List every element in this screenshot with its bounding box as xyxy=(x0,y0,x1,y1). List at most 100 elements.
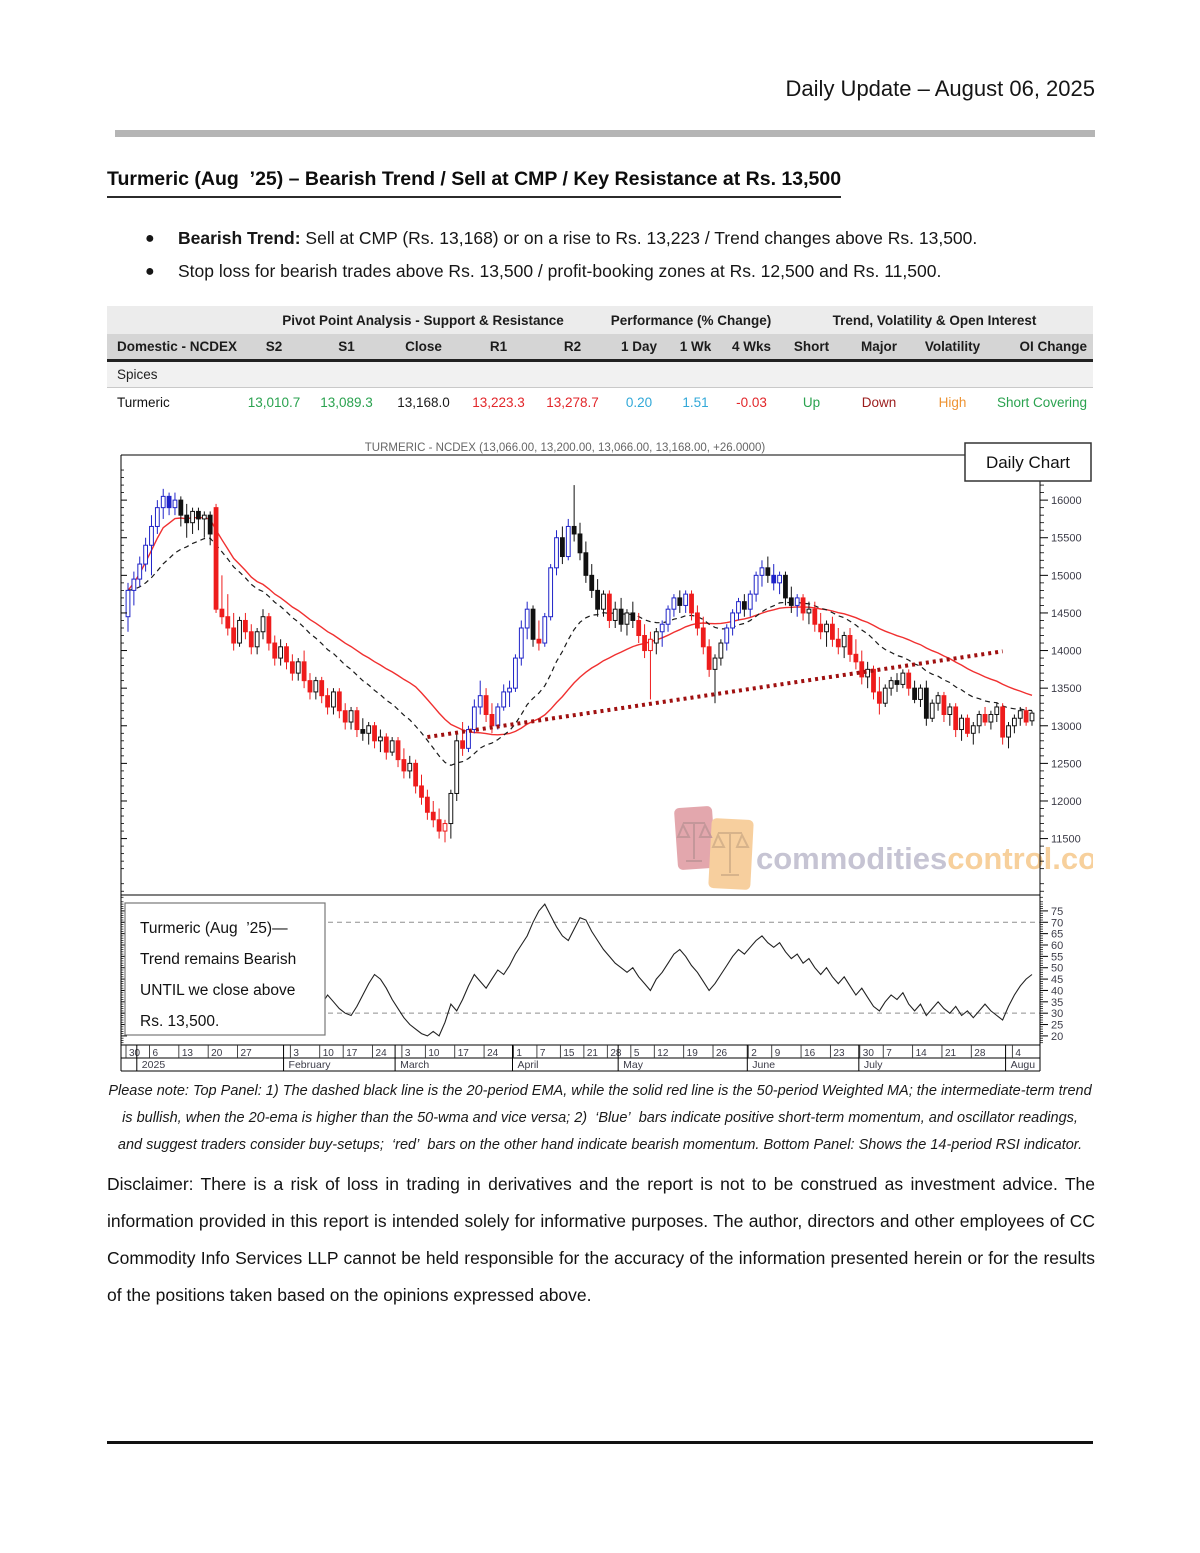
report-title: Turmeric (Aug ’25) – Bearish Trend / Sel… xyxy=(107,168,842,198)
annotation-line-2: Trend remains Bearish xyxy=(140,951,296,968)
svg-text:60: 60 xyxy=(1051,940,1063,952)
svg-text:50: 50 xyxy=(1051,963,1063,975)
svg-text:May: May xyxy=(623,1059,644,1071)
col-header-s1: S1 xyxy=(338,339,355,354)
svg-text:17: 17 xyxy=(458,1048,470,1059)
summary-table: Pivot Point Analysis - Support & Resista… xyxy=(107,306,1093,417)
svg-text:30: 30 xyxy=(863,1048,875,1059)
svg-text:April: April xyxy=(517,1059,538,1071)
svg-text:7: 7 xyxy=(540,1048,546,1059)
cell-r2: 13,278.7 xyxy=(546,395,599,410)
svg-text:15500: 15500 xyxy=(1051,533,1082,545)
svg-text:75: 75 xyxy=(1051,906,1063,918)
svg-text:30: 30 xyxy=(129,1048,141,1059)
svg-text:20: 20 xyxy=(211,1048,223,1059)
col-header-major: Major xyxy=(860,339,897,354)
svg-text:12: 12 xyxy=(657,1048,669,1059)
svg-text:3: 3 xyxy=(405,1048,411,1059)
col-header-1wk: 1 Wk xyxy=(679,339,712,354)
svg-text:3: 3 xyxy=(293,1048,299,1059)
svg-text:7: 7 xyxy=(886,1048,892,1059)
svg-text:10: 10 xyxy=(428,1048,440,1059)
svg-text:10: 10 xyxy=(323,1048,335,1059)
col-header-volatility: Volatility xyxy=(924,339,981,354)
svg-text:24: 24 xyxy=(487,1048,499,1059)
annotation-line-3: UNTIL we close above xyxy=(140,982,295,999)
table-group-header-row: Pivot Point Analysis - Support & Resista… xyxy=(107,306,1093,334)
section-label: Spices xyxy=(117,367,158,382)
svg-text:12500: 12500 xyxy=(1051,758,1082,770)
svg-text:28: 28 xyxy=(974,1048,986,1059)
svg-text:21: 21 xyxy=(587,1048,599,1059)
annotation-line-4: Rs. 13,500. xyxy=(140,1013,219,1030)
cell-s1: 13,089.3 xyxy=(320,395,373,410)
svg-text:15: 15 xyxy=(563,1048,575,1059)
daily-chart-region: commoditiescontrol.com 11500120001250013… xyxy=(120,441,1093,1072)
svg-text:13: 13 xyxy=(182,1048,194,1059)
svg-text:2: 2 xyxy=(751,1048,757,1059)
daily-chart-badge-label: Daily Chart xyxy=(986,453,1070,472)
svg-text:13500: 13500 xyxy=(1051,683,1082,695)
svg-text:July: July xyxy=(864,1059,883,1071)
bullet1-text: Sell at CMP (Rs. 13,168) or on a rise to… xyxy=(300,228,978,248)
svg-text:70: 70 xyxy=(1051,917,1063,929)
table-section-row: Spices xyxy=(107,362,1093,388)
svg-text:15000: 15000 xyxy=(1051,570,1082,582)
header-divider-bar xyxy=(115,130,1095,137)
cell-4wks: -0.03 xyxy=(736,395,767,410)
svg-text:65: 65 xyxy=(1051,929,1063,941)
chart-title: TURMERIC - NCDEX (13,066.00, 13,200.00, … xyxy=(365,442,766,454)
svg-text:40: 40 xyxy=(1051,985,1063,997)
col-header-domestic: Domestic - NCDEX xyxy=(117,339,238,354)
svg-text:March: March xyxy=(400,1059,429,1071)
bullet-item-2: ● Stop loss for bearish trades above Rs. … xyxy=(107,255,1093,288)
svg-text:4: 4 xyxy=(1015,1048,1021,1059)
bullet2-text: Stop loss for bearish trades above Rs. 1… xyxy=(178,261,942,281)
svg-text:9: 9 xyxy=(775,1048,781,1059)
svg-text:5: 5 xyxy=(634,1048,640,1059)
cell-1day: 0.20 xyxy=(625,395,653,410)
disclaimer-text: Disclaimer: There is a risk of loss in t… xyxy=(107,1174,1095,1305)
chart-plot: 11500 12000 12500 13000 13500 14000 14500 15000… xyxy=(120,454,1082,1072)
svg-text:21: 21 xyxy=(945,1048,957,1059)
scales-icon xyxy=(676,822,713,862)
svg-text:28: 28 xyxy=(610,1048,622,1059)
svg-text:17: 17 xyxy=(346,1048,358,1059)
svg-text:6: 6 xyxy=(152,1048,158,1059)
summary-bullets: ● Bearish Trend: Sell at CMP (Rs. 13,168)… xyxy=(107,222,1093,288)
bullet-dot-icon: ● xyxy=(145,263,155,280)
note-text: Please note: Top Panel: 1) The dashed bl… xyxy=(100,1078,1100,1159)
cell-commodity-name: Turmeric xyxy=(117,395,170,410)
svg-text:25: 25 xyxy=(1051,1020,1063,1032)
svg-text:24: 24 xyxy=(376,1048,388,1059)
group-header-performance: Performance (% Change) xyxy=(610,312,772,328)
svg-text:14000: 14000 xyxy=(1051,646,1082,658)
svg-text:27: 27 xyxy=(241,1048,253,1059)
group-header-trend: Trend, Volatility & Open Interest xyxy=(832,312,1037,328)
svg-text:14: 14 xyxy=(916,1048,928,1059)
svg-text:23: 23 xyxy=(833,1048,845,1059)
svg-text:June: June xyxy=(752,1059,775,1071)
svg-text:20: 20 xyxy=(1051,1031,1063,1043)
watermark-text: commoditiescontrol.com xyxy=(756,841,1093,876)
svg-text:16: 16 xyxy=(804,1048,816,1059)
bottom-rule xyxy=(107,1441,1093,1444)
svg-text:55: 55 xyxy=(1051,951,1063,963)
annotation-line-1: Turmeric (Aug ’25)— xyxy=(140,920,288,937)
cell-major-trend: Down xyxy=(861,395,897,410)
daily-chart-badge: Daily Chart xyxy=(964,442,1092,482)
cell-s2: 13,010.7 xyxy=(247,395,301,410)
page-header-date: Daily Update – August 06, 2025 xyxy=(785,76,1095,101)
cell-r1: 13,223.3 xyxy=(472,395,525,410)
table-row: Turmeric 13,010.7 13,089.3 13,168.0 13,2… xyxy=(107,388,1093,417)
svg-text:16000: 16000 xyxy=(1051,495,1082,507)
svg-text:13000: 13000 xyxy=(1051,721,1082,733)
note-line-2: is bullish, when the 20-ema is higher th… xyxy=(122,1110,1078,1126)
cell-oi-change: Short Covering xyxy=(996,395,1087,410)
col-header-4wks: 4 Wks xyxy=(731,339,772,354)
svg-text:1: 1 xyxy=(516,1048,522,1059)
col-header-r2: R2 xyxy=(563,339,582,354)
bullet-dot-icon: ● xyxy=(145,230,155,247)
table-column-header-row: Domestic - NCDEX S2 S1 Close R1 R2 1 Day… xyxy=(107,334,1093,362)
svg-text:14500: 14500 xyxy=(1051,608,1082,620)
